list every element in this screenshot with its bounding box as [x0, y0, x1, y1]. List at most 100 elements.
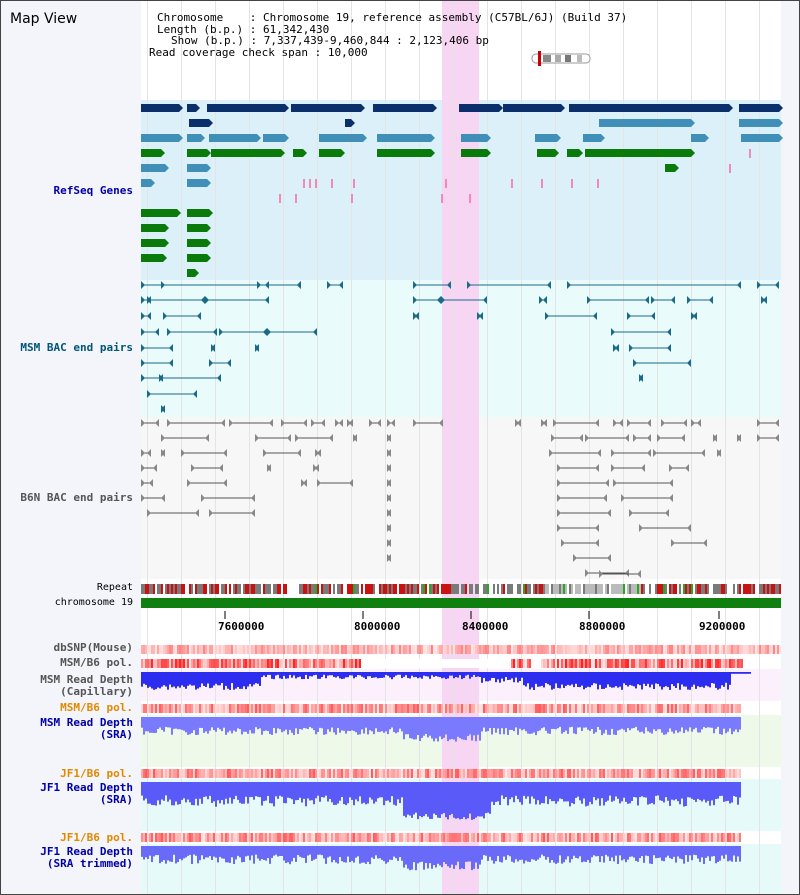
read-depth-bar	[719, 717, 721, 735]
pol-strip-cell	[155, 833, 157, 842]
pink-marker	[511, 179, 513, 188]
pol-strip-cell	[577, 833, 579, 842]
read-depth-bar	[211, 717, 213, 728]
pol-strip-cell	[265, 645, 267, 654]
read-depth-bar	[461, 782, 463, 819]
pol-strip-cell	[193, 833, 195, 842]
pol-strip-cell	[499, 833, 501, 842]
read-depth-bar	[493, 782, 495, 805]
pol-strip-cell	[721, 704, 723, 713]
track-label-jf1-b6-pol-2[interactable]: JF1/B6 pol.	[60, 831, 133, 844]
read-depth-bar	[433, 846, 435, 866]
pol-strip-cell	[195, 659, 197, 668]
read-depth-bar	[551, 846, 553, 861]
read-depth-bar	[157, 717, 159, 729]
pol-strip-cell	[301, 645, 303, 654]
pol-strip-cell	[377, 769, 379, 778]
gene-feature	[141, 149, 161, 157]
read-depth-bar	[201, 672, 203, 684]
repeat-segment	[245, 584, 247, 594]
pol-strip-cell	[587, 659, 589, 668]
read-depth-bar	[221, 717, 223, 732]
track-label-refseq[interactable]: RefSeq Genes	[53, 184, 133, 197]
pol-strip-cell	[523, 704, 525, 713]
read-depth-bar	[283, 782, 285, 804]
pol-strip-cell	[575, 833, 577, 842]
repeat-segment	[545, 584, 547, 594]
read-depth-bar	[643, 717, 645, 734]
pink-marker	[303, 179, 305, 188]
read-depth-bar	[395, 782, 397, 806]
pol-strip-cell	[479, 645, 481, 654]
read-depth-bar	[681, 717, 683, 728]
read-depth-bar	[159, 846, 161, 864]
track-label-msm-bac[interactable]: MSM BAC end pairs	[20, 341, 133, 354]
track-label-jf1-b6-pol[interactable]: JF1/B6 pol.	[60, 767, 133, 780]
read-depth-bar	[573, 782, 575, 805]
read-depth-bar	[213, 846, 215, 857]
repeat-segment	[579, 584, 581, 594]
track-label-msm-b6-pol-2[interactable]: MSM/B6 pol.	[60, 701, 133, 714]
pol-strip-cell	[193, 659, 195, 668]
repeat-segment	[221, 584, 223, 594]
gene-strand-arrow	[561, 104, 565, 112]
gene-strand-arrow	[209, 119, 213, 127]
pol-strip-cell	[629, 659, 631, 668]
track-label-jf1-trim-depth[interactable]: JF1 Read Depth (SRA trimmed)	[40, 846, 133, 870]
pol-strip-cell	[271, 833, 273, 842]
pol-strip-cell	[333, 659, 335, 668]
pol-strip-cell	[683, 704, 685, 713]
pol-strip-cell	[307, 704, 309, 713]
repeat-segment	[449, 584, 451, 594]
read-depth-bar	[145, 846, 147, 858]
pol-strip-cell	[717, 704, 719, 713]
pol-strip-cell	[353, 769, 355, 778]
pol-strip-cell	[483, 704, 485, 713]
pol-strip-cell	[285, 769, 287, 778]
chromosome-ideogram[interactable]	[529, 51, 599, 67]
track-label-jf1-sra-depth[interactable]: JF1 Read Depth (SRA)	[40, 782, 133, 806]
read-depth-bar	[161, 717, 163, 730]
repeat-segment	[455, 584, 457, 594]
pol-strip-cell	[679, 833, 681, 842]
pol-strip-cell	[689, 645, 691, 654]
repeat-segment	[235, 584, 237, 594]
read-depth-bar	[689, 672, 691, 690]
bac-end-arrow	[625, 434, 629, 442]
pol-strip-cell	[163, 659, 165, 668]
pol-strip-cell	[195, 704, 197, 713]
pol-strip-cell	[603, 833, 605, 842]
bac-end-arrow	[775, 419, 779, 427]
read-depth-bar	[367, 782, 369, 804]
pol-strip-cell	[381, 833, 383, 842]
read-depth-bar	[419, 672, 421, 678]
repeat-segment	[329, 584, 331, 594]
track-label-msm-cap-depth[interactable]: MSM Read Depth (Capillary)	[40, 674, 133, 698]
pol-strip-cell	[463, 645, 465, 654]
pol-strip-cell	[723, 659, 725, 668]
read-depth-bar	[545, 672, 547, 683]
repeat-segment	[777, 584, 779, 594]
read-depth-bar	[309, 846, 311, 855]
gene-feature	[569, 104, 729, 112]
pol-strip-cell	[351, 645, 353, 654]
track-label-b6n-bac[interactable]: B6N BAC end pairs	[20, 491, 133, 504]
pol-strip-cell	[205, 769, 207, 778]
repeat-segment	[253, 584, 255, 594]
read-depth-bar	[379, 782, 381, 798]
read-depth-bar	[625, 782, 627, 802]
pol-strip-cell	[701, 704, 703, 713]
track-label-msm-sra-depth[interactable]: MSM Read Depth (SRA)	[40, 717, 133, 741]
pol-strip-cell	[675, 704, 677, 713]
bac-end-arrow	[149, 479, 153, 487]
pol-strip-cell	[505, 769, 507, 778]
track-label-msm-b6-pol[interactable]: MSM/B6 pol.	[60, 656, 133, 669]
pol-strip-cell	[417, 645, 419, 654]
track-label-dbsnp[interactable]: dbSNP(Mouse)	[53, 641, 133, 654]
pol-strip-cell	[251, 769, 253, 778]
read-depth-bar	[213, 717, 215, 731]
read-depth-bar	[607, 672, 609, 685]
read-depth-bar	[533, 846, 535, 860]
pol-strip-cell	[693, 769, 695, 778]
